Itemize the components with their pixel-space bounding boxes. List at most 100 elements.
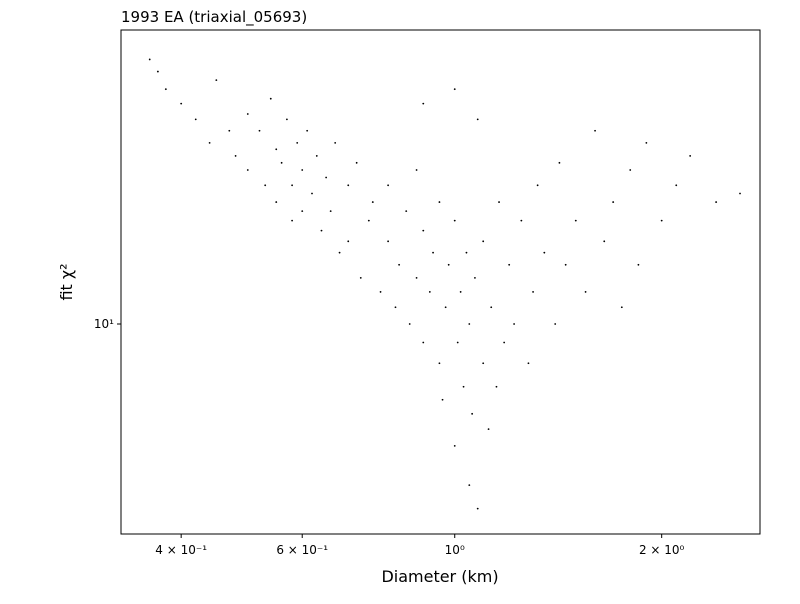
point	[441, 398, 444, 401]
point	[428, 291, 431, 293]
point	[444, 306, 447, 309]
point	[359, 276, 362, 279]
point	[432, 251, 434, 254]
point	[675, 184, 678, 187]
point	[320, 229, 323, 232]
point	[594, 129, 596, 132]
point	[739, 192, 741, 195]
point	[476, 507, 479, 510]
point	[315, 155, 318, 157]
point	[371, 201, 374, 203]
point	[208, 141, 211, 144]
y-axis-label: fit χ²	[57, 263, 76, 300]
point	[280, 161, 283, 164]
point	[415, 276, 418, 279]
point	[334, 141, 337, 144]
point	[408, 323, 411, 325]
point	[574, 219, 577, 222]
point	[291, 184, 293, 187]
point	[490, 306, 493, 309]
point	[194, 118, 197, 121]
plot-frame	[120, 29, 761, 535]
point	[471, 412, 474, 415]
point	[558, 161, 561, 164]
point	[387, 240, 390, 243]
point	[347, 184, 350, 187]
x-axis-label: Diameter (km)	[381, 567, 498, 586]
point	[311, 192, 313, 195]
point	[629, 169, 632, 171]
point	[264, 184, 267, 187]
point	[520, 219, 523, 222]
point	[275, 148, 278, 151]
point	[387, 184, 390, 187]
point	[269, 97, 272, 100]
point	[246, 169, 249, 171]
point	[645, 141, 648, 144]
point	[482, 362, 485, 365]
point	[660, 219, 663, 222]
point	[246, 113, 249, 115]
point	[468, 484, 471, 487]
point	[508, 263, 511, 266]
point	[301, 169, 304, 171]
point	[422, 102, 425, 105]
point	[355, 161, 358, 164]
point	[468, 323, 471, 325]
point	[180, 102, 183, 105]
point	[612, 201, 615, 203]
point	[398, 263, 401, 266]
point	[415, 169, 418, 171]
point	[367, 219, 370, 222]
point	[291, 219, 293, 222]
point	[438, 362, 441, 365]
point	[527, 362, 530, 365]
point	[275, 201, 278, 203]
point	[453, 445, 456, 447]
point	[422, 341, 425, 344]
point	[228, 129, 231, 132]
point	[405, 210, 408, 212]
point	[554, 323, 557, 325]
point	[715, 201, 718, 203]
point	[459, 291, 462, 293]
point	[456, 341, 459, 344]
point	[564, 263, 567, 266]
x-tick-label: 4 × 10⁻¹	[155, 543, 207, 557]
point	[296, 141, 299, 144]
point	[495, 385, 498, 388]
point	[462, 385, 465, 388]
point	[234, 155, 237, 157]
point	[513, 323, 516, 325]
point	[543, 251, 546, 254]
point	[379, 291, 382, 293]
point	[453, 88, 456, 91]
point	[474, 276, 476, 279]
point	[503, 341, 506, 344]
point	[329, 210, 332, 212]
point	[338, 251, 341, 254]
point	[447, 263, 450, 266]
chart-title: 1993 EA (triaxial_05693)	[121, 8, 307, 27]
point	[215, 79, 218, 82]
point	[603, 240, 606, 243]
point	[637, 263, 640, 266]
point	[438, 201, 441, 203]
y-tick-label: 10¹	[94, 317, 114, 331]
point	[476, 118, 479, 121]
point	[422, 229, 425, 232]
x-tick-label: 10⁰	[445, 543, 465, 557]
point	[306, 129, 309, 132]
point	[498, 201, 500, 203]
point	[453, 219, 456, 222]
point	[482, 240, 485, 243]
point	[689, 155, 692, 157]
x-tick-label: 6 × 10⁻¹	[276, 543, 328, 557]
point	[584, 291, 587, 293]
point	[347, 240, 350, 243]
point	[465, 251, 468, 254]
point	[536, 184, 539, 187]
point	[394, 306, 397, 309]
point	[325, 176, 328, 179]
